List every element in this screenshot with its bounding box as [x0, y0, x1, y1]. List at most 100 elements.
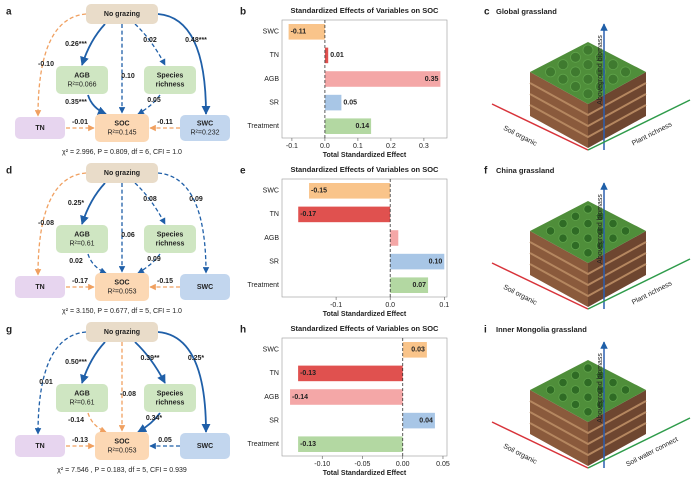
- path-arrow: [80, 341, 106, 384]
- panel-title: China grassland: [496, 166, 555, 175]
- node-box: [56, 66, 108, 94]
- grass-tuft: [570, 66, 581, 78]
- x-axis-label: Total Standardized Effect: [323, 152, 407, 159]
- panel-letter: a: [6, 7, 12, 18]
- panel-letter: g: [6, 325, 12, 336]
- grass-tuft: [557, 59, 569, 70]
- axis-left: [491, 262, 589, 310]
- plot-frame: [281, 337, 448, 457]
- grass-tuft: [620, 66, 631, 78]
- axis-left: [491, 103, 589, 151]
- grass-tuft: [582, 44, 594, 56]
- y-tick-label: SR: [269, 417, 279, 424]
- path-coefficient: 0.34*: [146, 415, 163, 422]
- node-box: [56, 384, 108, 412]
- data-label: 0.03: [411, 347, 425, 354]
- path-coefficient: 0.02: [69, 258, 83, 265]
- bar: [324, 118, 372, 134]
- grass-tuft: [608, 392, 618, 402]
- bar: [298, 436, 403, 452]
- grass-tuft: [607, 73, 619, 85]
- x-tick-label: 0.3: [419, 143, 429, 150]
- path-arrow: [157, 172, 210, 274]
- node-r2: R²=0.066: [68, 81, 97, 88]
- node-box: [15, 276, 65, 298]
- y-tick-label: Treatment: [247, 123, 279, 130]
- y-tick-label: SWC: [263, 188, 279, 195]
- soil-layer: [529, 104, 647, 139]
- bar: [324, 71, 441, 87]
- x-tick-label: 0.05: [436, 461, 450, 468]
- node-label: TN: [35, 443, 44, 450]
- data-label: -0.13: [300, 370, 316, 377]
- grass-tuft: [557, 73, 569, 85]
- axis-label: Aboveground biomass: [597, 35, 604, 105]
- bar: [290, 389, 403, 405]
- model-fit: χ² = 3.150, P = 0.677, df = 5, CFI = 1.0: [62, 308, 182, 315]
- x-tick-label: -0.10: [314, 461, 330, 468]
- y-tick-label: SWC: [263, 29, 279, 36]
- x-tick-label: 0.0: [320, 143, 330, 150]
- path-arrow: [137, 253, 161, 274]
- node-label: richness: [156, 81, 185, 88]
- node-label: SOC: [114, 120, 129, 127]
- grass-tuft: [582, 88, 594, 100]
- axis-right: [587, 417, 691, 469]
- grass-tuft: [558, 377, 568, 388]
- grass-tuft: [558, 218, 568, 229]
- grass-tuft: [595, 66, 606, 78]
- node-r2: R²=0.61: [69, 399, 94, 406]
- path-coefficient: -0.14: [68, 417, 84, 424]
- path-coefficient: 0.25*: [68, 200, 85, 207]
- node-box: [180, 433, 230, 459]
- x-tick-label: 0.1: [353, 143, 363, 150]
- path-coefficient: 0.06: [121, 232, 135, 239]
- data-label: -0.17: [300, 211, 316, 218]
- path-arrow: [137, 412, 161, 433]
- node-label: richness: [156, 240, 185, 247]
- bar: [402, 342, 427, 358]
- soil-layer: [529, 252, 647, 287]
- node-label: Species: [157, 72, 184, 79]
- node-r2: R²=0.232: [191, 129, 220, 136]
- y-tick-label: TN: [270, 52, 279, 59]
- path-arrow: [134, 341, 166, 384]
- path-coefficient: -0.15: [157, 278, 173, 285]
- grass-tuft: [570, 385, 581, 395]
- soil-layer: [529, 82, 647, 117]
- panel-letter: d: [6, 166, 12, 177]
- node-label: SWC: [197, 120, 213, 127]
- path-coefficient: 0.01: [39, 379, 53, 386]
- data-label: 0.35: [425, 76, 439, 83]
- grass-tuft: [583, 233, 593, 243]
- panel-letter: f: [484, 166, 488, 177]
- bar: [390, 253, 445, 270]
- y-tick-label: AGB: [264, 76, 279, 83]
- grass-top: [530, 42, 646, 104]
- axis-label: Soil organic: [502, 443, 538, 466]
- path-arrow: [87, 94, 107, 115]
- path-diagram: g 0.50*** 0.39** 0.25* 0.01 -0.08 -0.14 0.34* -0…: [6, 322, 230, 474]
- x-tick-label: -0.1: [286, 143, 298, 150]
- grassland-illustration: i Inner Mongolia grassland Aboveground bio…: [484, 325, 691, 469]
- grass-tuft: [558, 233, 568, 243]
- path-arrow: [157, 13, 211, 115]
- grass-tuft: [570, 211, 581, 221]
- path-coefficient: 0.05: [158, 437, 172, 444]
- bar: [309, 183, 391, 199]
- path-coefficient: -0.17: [72, 278, 88, 285]
- data-label: 0.07: [412, 282, 426, 289]
- path-coefficient: -0.08: [120, 391, 136, 398]
- x-axis-label: Total Standardized Effect: [323, 470, 407, 477]
- bar-chart: h Standardized Effects of Variables on SO…: [240, 324, 450, 477]
- path-arrow: [137, 94, 161, 115]
- node-label: AGB: [74, 72, 90, 79]
- node-label: SWC: [197, 443, 213, 450]
- axis-label: Plant richness: [631, 280, 674, 306]
- x-tick-label: 0.0: [385, 302, 395, 309]
- axis-label: Soil organic: [502, 284, 538, 307]
- node-box: [144, 225, 196, 253]
- node-box: [86, 322, 158, 342]
- node-box: [180, 115, 230, 141]
